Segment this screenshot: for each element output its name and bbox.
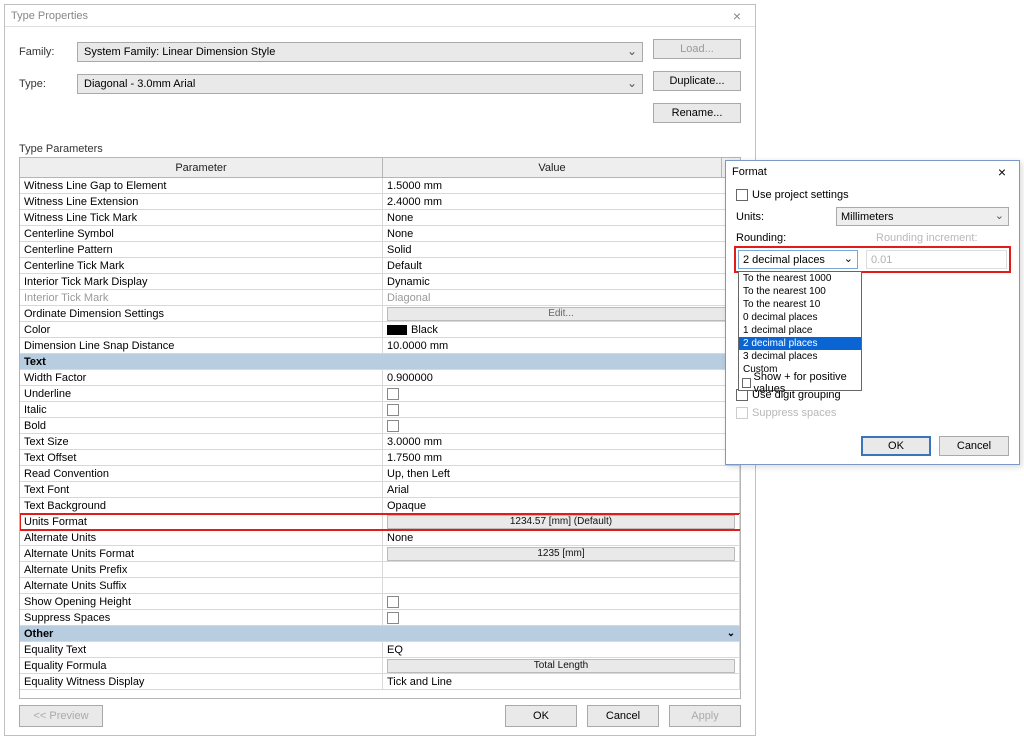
use-project-settings-row: Use project settings: [736, 189, 1009, 201]
table-row[interactable]: Text FontArial: [20, 482, 740, 498]
table-row[interactable]: Dimension Line Snap Distance10.0000 mm: [20, 338, 740, 354]
duplicate-button[interactable]: Duplicate...: [653, 71, 741, 91]
rename-button[interactable]: Rename...: [653, 103, 741, 123]
suppress-spaces-row: Suppress spaces: [736, 407, 1009, 419]
value-button[interactable]: Total Length: [387, 659, 735, 673]
table-row[interactable]: Text Offset1.7500 mm: [20, 450, 740, 466]
table-row[interactable]: Width Factor0.900000: [20, 370, 740, 386]
table-row[interactable]: Italic: [20, 402, 740, 418]
table-row[interactable]: Centerline Tick MarkDefault: [20, 258, 740, 274]
type-properties-header: Family: System Family: Linear Dimension …: [5, 27, 755, 139]
table-row[interactable]: Read ConventionUp, then Left: [20, 466, 740, 482]
rounding-option[interactable]: 0 decimal places: [739, 311, 861, 324]
checkbox[interactable]: [387, 388, 399, 400]
table-row[interactable]: Interior Tick Mark DisplayDynamic: [20, 274, 740, 290]
rounding-option[interactable]: To the nearest 1000: [739, 272, 861, 285]
format-dialog: Format × Use project settings Units: Mil…: [725, 160, 1020, 465]
load-button[interactable]: Load...: [653, 39, 741, 59]
group-header[interactable]: Other⌄: [20, 626, 740, 642]
table-row[interactable]: Alternate Units Prefix: [20, 562, 740, 578]
th-parameter: Parameter: [20, 158, 383, 177]
table-row[interactable]: Text BackgroundOpaque: [20, 498, 740, 514]
color-swatch: [387, 325, 407, 335]
preview-button[interactable]: << Preview: [19, 705, 103, 727]
rounding-increment-field: 0.01: [866, 250, 1007, 269]
type-label: Type:: [19, 78, 77, 90]
apply-button[interactable]: Apply: [669, 705, 741, 727]
table-row[interactable]: Equality TextEQ: [20, 642, 740, 658]
table-row[interactable]: Suppress Spaces: [20, 610, 740, 626]
rounding-option[interactable]: 1 decimal place: [739, 324, 861, 337]
close-icon[interactable]: ×: [725, 8, 749, 24]
suppress-spaces-label: Suppress spaces: [752, 407, 836, 419]
rounding-option[interactable]: 2 decimal places: [739, 337, 861, 350]
table-row[interactable]: Witness Line Gap to Element1.5000 mm: [20, 178, 740, 194]
format-title: Format: [732, 166, 767, 178]
use-project-settings-label: Use project settings: [752, 189, 849, 201]
table-row[interactable]: Ordinate Dimension SettingsEdit...: [20, 306, 740, 322]
table-row[interactable]: Alternate Units Suffix: [20, 578, 740, 594]
table-row[interactable]: Witness Line Extension2.4000 mm: [20, 194, 740, 210]
edit-button[interactable]: Edit...: [387, 307, 735, 321]
th-value: Value: [383, 158, 722, 177]
cancel-button[interactable]: Cancel: [939, 436, 1009, 456]
family-label: Family:: [19, 46, 77, 58]
type-properties-titlebar: Type Properties ×: [5, 5, 755, 27]
table-row[interactable]: Witness Line Tick MarkNone: [20, 210, 740, 226]
rounding-option[interactable]: 3 decimal places: [739, 350, 861, 363]
table-row[interactable]: Alternate Units Format1235 [mm]: [20, 546, 740, 562]
units-format-button[interactable]: 1234.57 [mm] (Default): [387, 515, 735, 529]
type-select[interactable]: Diagonal - 3.0mm Arial: [77, 74, 643, 94]
type-parameters-table: Parameter Value ^ Witness Line Gap to El…: [19, 157, 741, 699]
checkbox[interactable]: [387, 420, 399, 432]
table-body: Witness Line Gap to Element1.5000 mmWitn…: [20, 178, 740, 698]
type-properties-dialog: Type Properties × Family: System Family:…: [4, 4, 756, 736]
type-properties-footer: << Preview OK Cancel Apply: [5, 697, 755, 735]
family-select[interactable]: System Family: Linear Dimension Style: [77, 42, 643, 62]
table-row[interactable]: Alternate UnitsNone: [20, 530, 740, 546]
ok-button[interactable]: OK: [505, 705, 577, 727]
table-row[interactable]: Interior Tick MarkDiagonal: [20, 290, 740, 306]
close-icon[interactable]: ×: [991, 164, 1013, 180]
value-button[interactable]: 1235 [mm]: [387, 547, 735, 561]
use-project-settings-checkbox[interactable]: [736, 189, 748, 201]
rounding-highlight-box: 2 decimal places 0.01 To the nearest 100…: [734, 246, 1011, 273]
suppress-spaces-checkbox: [736, 407, 748, 419]
units-select[interactable]: Millimeters: [836, 207, 1009, 226]
checkbox[interactable]: [387, 404, 399, 416]
group-header[interactable]: Text⌄: [20, 354, 740, 370]
collapse-icon[interactable]: ⌄: [722, 626, 740, 641]
checkbox[interactable]: [387, 612, 399, 624]
cancel-button[interactable]: Cancel: [587, 705, 659, 727]
checkbox[interactable]: [387, 596, 399, 608]
table-row[interactable]: Units Format1234.57 [mm] (Default): [20, 514, 740, 530]
table-row[interactable]: Bold: [20, 418, 740, 434]
units-label: Units:: [736, 211, 836, 223]
format-titlebar: Format ×: [726, 161, 1019, 183]
table-row[interactable]: Centerline SymbolNone: [20, 226, 740, 242]
format-footer: OK Cancel: [861, 436, 1009, 456]
rounding-option[interactable]: To the nearest 100: [739, 285, 861, 298]
rounding-dropdown[interactable]: To the nearest 1000To the nearest 100To …: [738, 271, 862, 391]
show-plus-checkbox[interactable]: [742, 378, 751, 388]
table-row[interactable]: Show Opening Height: [20, 594, 740, 610]
type-properties-title: Type Properties: [11, 10, 88, 22]
rounding-select[interactable]: 2 decimal places: [738, 250, 858, 269]
rounding-increment-label: Rounding increment:: [876, 232, 978, 244]
table-row[interactable]: Equality Witness DisplayTick and Line: [20, 674, 740, 690]
table-row[interactable]: Text Size3.0000 mm: [20, 434, 740, 450]
type-parameters-label: Type Parameters: [5, 139, 755, 157]
show-plus-row[interactable]: Show + for positive values: [739, 376, 861, 390]
rounding-label: Rounding:: [736, 232, 836, 244]
table-row[interactable]: ColorBlack: [20, 322, 740, 338]
ok-button[interactable]: OK: [861, 436, 931, 456]
table-row[interactable]: Centerline PatternSolid: [20, 242, 740, 258]
rounding-option[interactable]: To the nearest 10: [739, 298, 861, 311]
table-row[interactable]: Underline: [20, 386, 740, 402]
table-header: Parameter Value ^: [20, 158, 740, 178]
table-row[interactable]: Equality FormulaTotal Length: [20, 658, 740, 674]
